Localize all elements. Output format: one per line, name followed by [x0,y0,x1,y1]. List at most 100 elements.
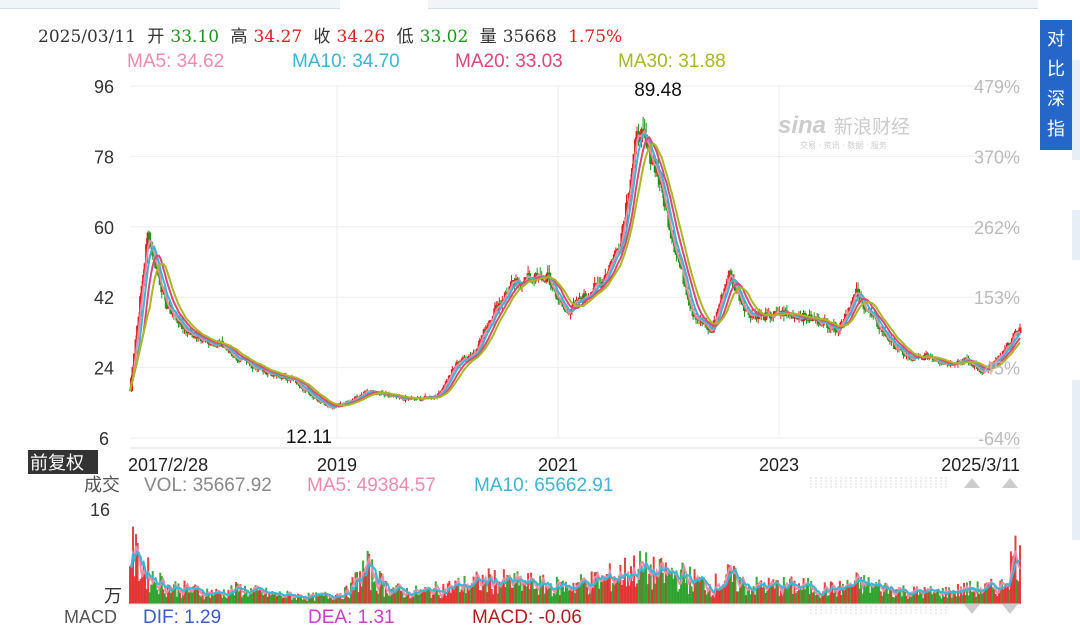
volume-bar [701,577,704,604]
volume-bar [251,590,254,604]
volume-bar [210,589,213,604]
candle-body [579,297,583,301]
adjust-label[interactable]: 前复权 [30,453,84,474]
volume-bar [570,591,573,604]
volume-bar [135,534,138,604]
y-pct-label: 45% [984,359,1020,379]
candle-body [803,312,807,317]
volume-bar [153,581,156,604]
volume-bar [607,577,610,604]
candle-body [839,321,843,326]
volume-bar [189,589,192,604]
volume-bar [922,598,925,604]
volume-bar [539,575,542,604]
volume-bar [778,595,781,604]
volume-bar [517,585,520,604]
candle-body [827,327,831,329]
volume-bar [735,591,738,604]
volume-bar [260,592,263,604]
volume-bar [457,577,460,604]
volume-bar [748,584,751,604]
volume-bar [396,583,399,604]
volume-bar [817,593,820,604]
volume-bar [239,584,242,604]
volume-bar [902,585,905,604]
volume-bar [168,584,171,604]
candle-body [706,326,710,331]
compare-index-button[interactable]: 对比深指 [1040,20,1072,150]
volume-bar [274,592,277,604]
volume-bar [554,589,557,604]
scroll-up-icon [964,478,980,488]
volume-bar [599,579,602,604]
volume-bar [713,594,716,604]
volume-bar [598,588,601,604]
low-label: 低 [396,27,414,47]
volume-bar [536,584,539,604]
volume-bar [263,592,266,604]
volume-bar [840,594,843,604]
volume-bar [964,595,967,604]
volume-bar [743,585,746,604]
candle-body [550,285,554,289]
volume-bar [583,582,586,604]
volume-bar [471,583,474,604]
candle-body [888,340,892,342]
candle-body [693,315,697,317]
volume-bar [785,587,788,604]
volume-bar [148,592,151,604]
volume-bar [377,593,380,604]
volume-bar [841,583,844,604]
candle-body [556,298,560,300]
volume-bar [203,599,206,604]
volume-bar [141,571,144,604]
candle-body [903,355,907,357]
volume-bar [303,597,306,604]
volume-bar [751,590,754,604]
tab-right[interactable] [428,0,1038,9]
candle-body [166,307,170,309]
volume-bar [676,591,679,604]
candle-body [237,360,241,362]
volume-bar [130,567,133,604]
candle-body [546,272,550,276]
volume-bar [658,558,661,604]
ma-lines-layer [129,129,1021,409]
volume-bar [866,584,869,604]
volume-bar [353,590,356,604]
volume-bar [200,596,203,604]
volume-bar [401,591,404,604]
volume-bar [944,586,947,604]
candle-body [911,359,915,361]
volume-bar [230,585,233,604]
volume-bar [160,576,163,604]
volume-bar [861,593,864,604]
volume-bar [970,591,973,604]
volume-bar [452,586,455,604]
candle-body [635,131,639,140]
volume-bar [566,587,569,604]
volume-bar [794,592,797,604]
volume-bar [310,594,313,604]
volume-bar [218,593,221,604]
volume-bar [157,594,160,604]
candle-body [638,135,642,143]
volume-bar [870,583,873,604]
volume-bar [185,585,188,604]
scroll-controls[interactable] [810,477,1018,614]
tab-left[interactable] [0,0,340,9]
volume-bar [808,593,811,604]
candle-body [730,274,734,284]
volume-bar [657,573,660,604]
volume-bar [805,582,808,604]
volume-bar [244,585,247,604]
volume-bar [770,584,773,604]
volume-bar [798,583,801,604]
y-axis-left: 96 78 60 42 24 6 [94,77,114,449]
candle-body [455,361,459,367]
volume-bar [357,592,360,604]
volume-bar [484,577,487,604]
watermark-brand: 新浪财经 [834,116,910,138]
adjust-badge[interactable] [28,450,98,474]
